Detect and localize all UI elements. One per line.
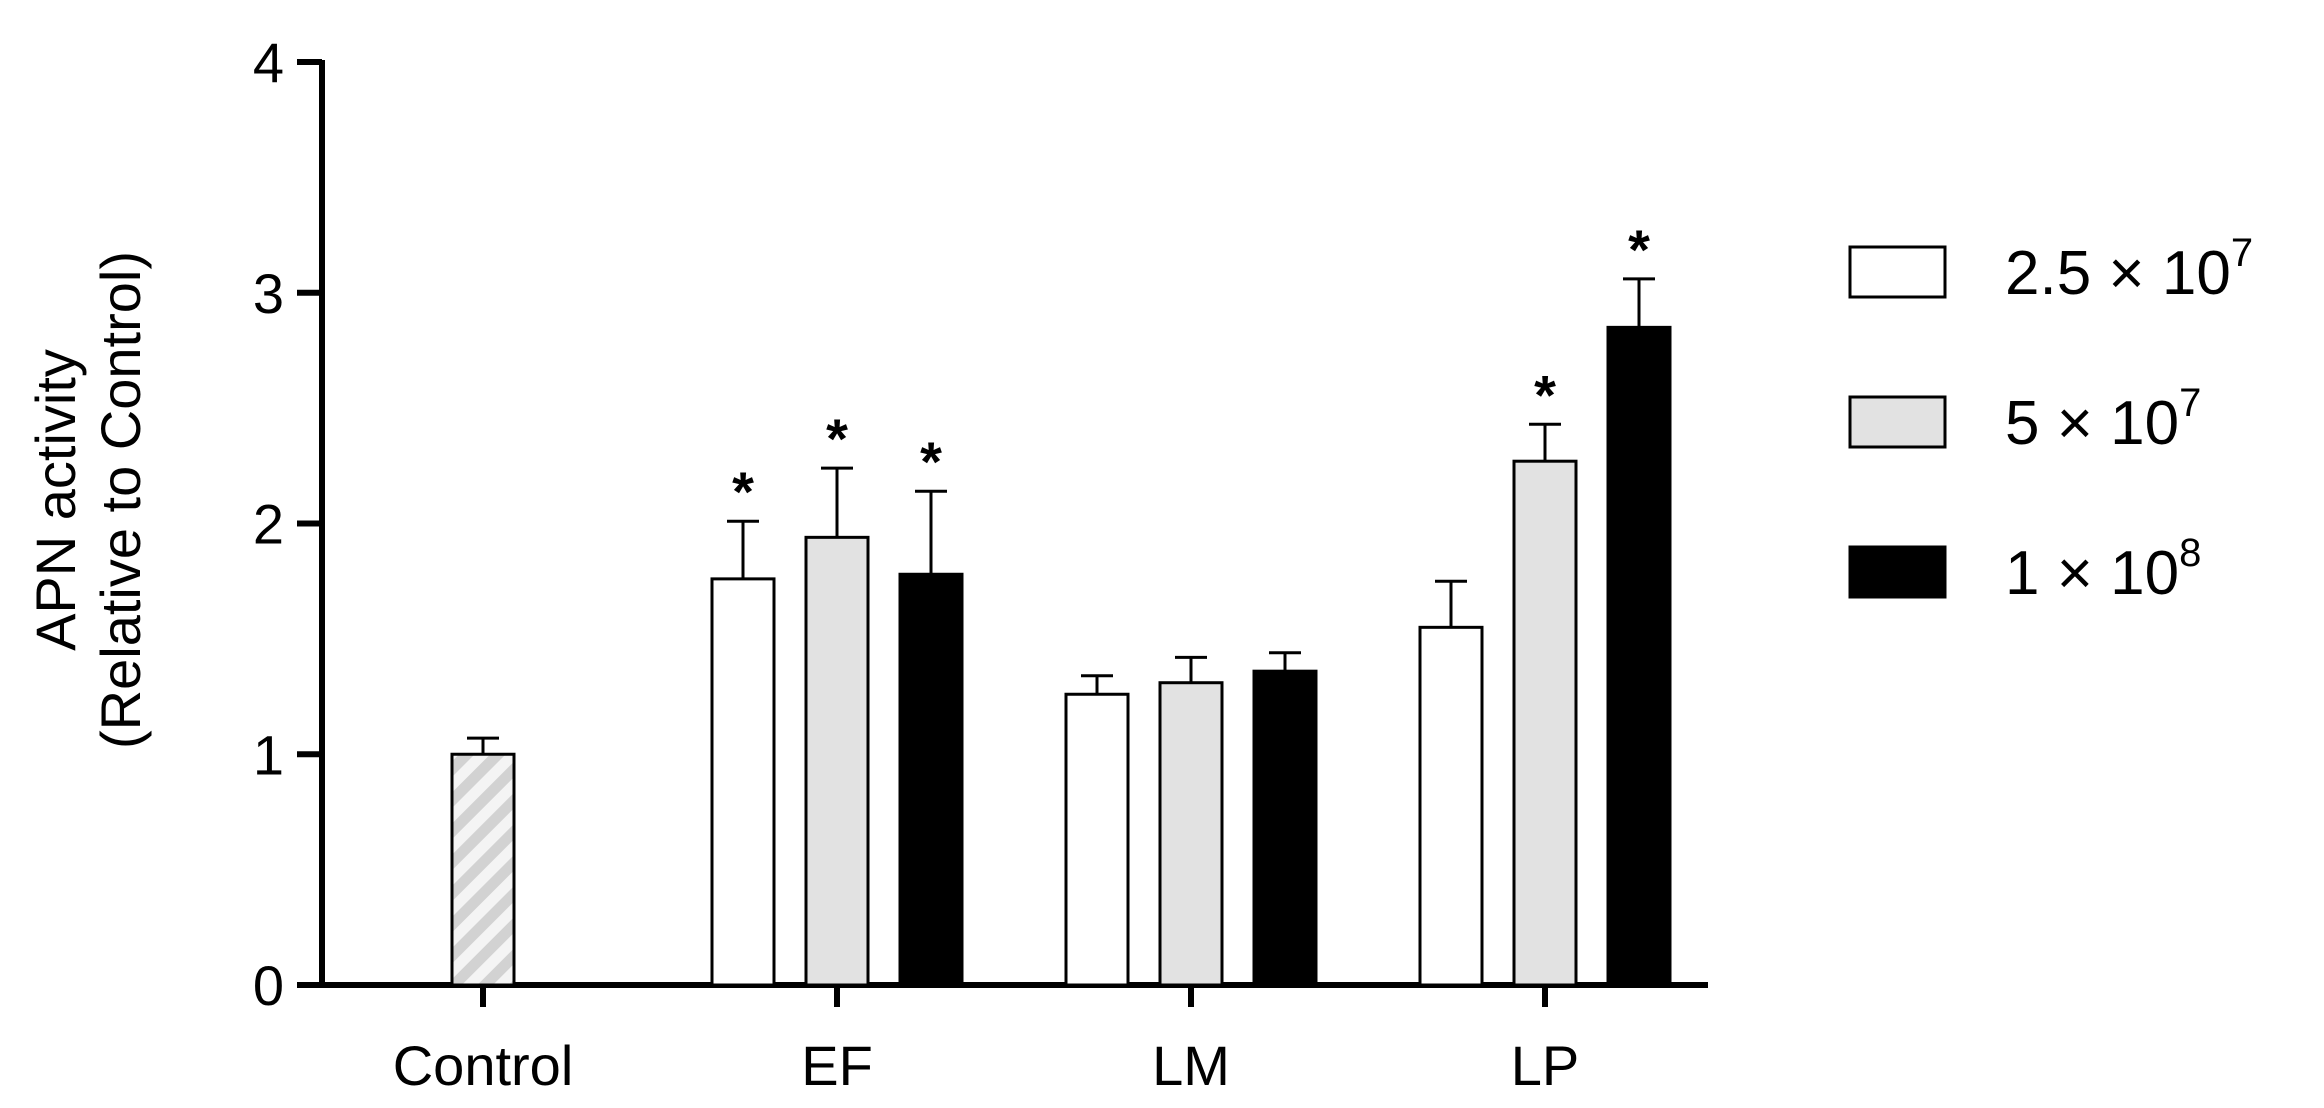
y-axis: 0 1 2 3 4	[253, 31, 325, 1017]
x-tick-label: Control	[393, 1034, 574, 1097]
bar-ef-series-3	[898, 572, 964, 987]
y-tick-label: 0	[253, 954, 284, 1017]
x-tick-label: EF	[801, 1034, 873, 1097]
bar-lm-series-2	[1158, 681, 1224, 987]
y-tick-label: 2	[253, 493, 284, 556]
significance-marker-lp-series-2: *	[1534, 363, 1556, 426]
bar-control	[450, 752, 516, 987]
y-axis-title: APN activity (Relative to Control)	[24, 251, 152, 749]
bar-lp-series-2	[1512, 459, 1578, 987]
x-axis: Control EF LM LP	[319, 982, 1708, 1097]
legend-swatch-1	[1848, 245, 1947, 299]
bar-lp-series-1	[1418, 625, 1484, 987]
y-tick-label: 1	[253, 723, 284, 786]
legend-swatch-2	[1848, 395, 1947, 449]
bars: * * * * *	[450, 218, 1672, 987]
y-tick-label: 3	[253, 262, 284, 325]
legend-exponent-1: 7	[2231, 231, 2253, 275]
y-axis-title-line1: APN activity	[24, 349, 87, 651]
legend-label-2: 5 × 107	[2005, 381, 2201, 458]
significance-marker-lp-series-3: *	[1628, 218, 1650, 281]
bar-ef-series-1	[710, 577, 776, 987]
bar-lm-series-3	[1252, 669, 1318, 987]
y-tick-label: 4	[253, 31, 284, 94]
legend-label-3: 1 × 108	[2005, 531, 2201, 608]
bar-lm-series-1	[1064, 692, 1130, 987]
y-axis-title-line2: (Relative to Control)	[89, 251, 152, 749]
bar-lp-series-3	[1606, 325, 1672, 987]
legend-exponent-2: 7	[2179, 381, 2201, 425]
legend-label-1: 2.5 × 107	[2005, 231, 2253, 308]
bar-ef-series-2	[804, 535, 870, 987]
legend: 2.5 × 107 5 × 107 1 × 108	[1848, 231, 2253, 608]
significance-marker-ef-series-2: *	[826, 407, 848, 470]
legend-swatch-3	[1848, 545, 1947, 599]
legend-exponent-3: 8	[2179, 531, 2201, 575]
x-tick-label: LM	[1152, 1034, 1230, 1097]
significance-marker-ef-series-1: *	[732, 460, 754, 523]
x-tick-label: LP	[1511, 1034, 1580, 1097]
significance-marker-ef-series-3: *	[920, 430, 942, 493]
